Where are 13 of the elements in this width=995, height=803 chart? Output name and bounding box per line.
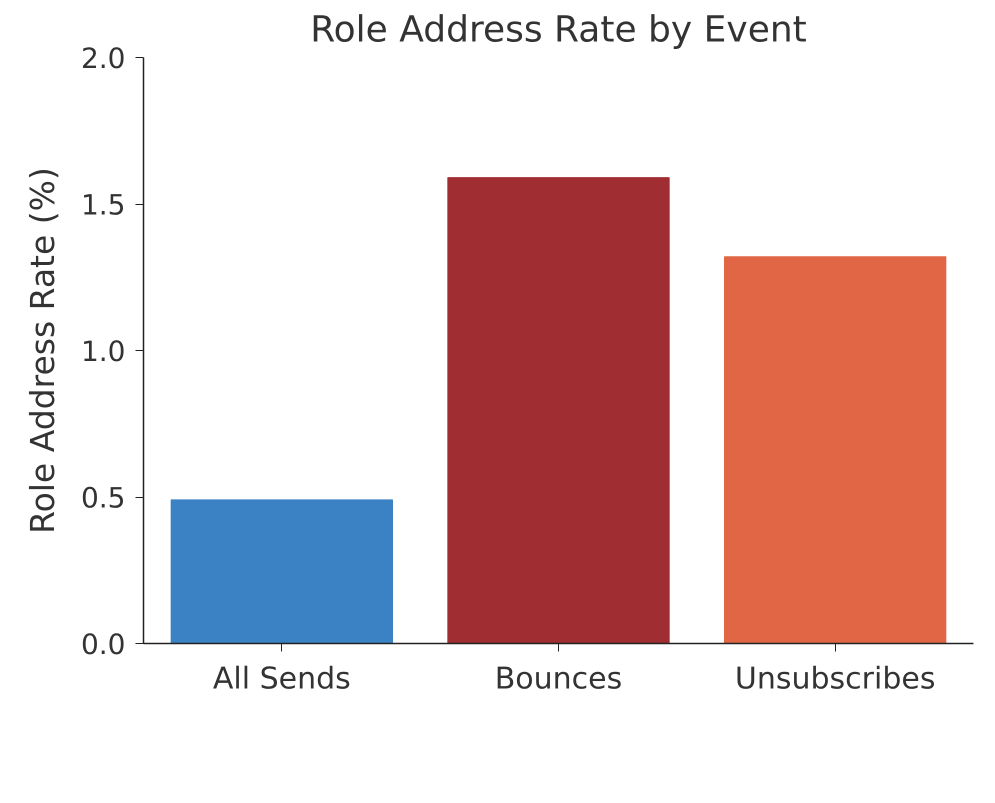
y-tick-label: 1.0 bbox=[80, 335, 126, 368]
bar bbox=[447, 177, 670, 644]
bar bbox=[170, 499, 393, 644]
y-axis-title: Role Address Rate (%) bbox=[22, 167, 62, 534]
x-tick-label: Bounces bbox=[494, 662, 622, 696]
y-tick-label: 0.0 bbox=[80, 628, 126, 661]
y-tick-label: 2.0 bbox=[80, 42, 126, 75]
chart-title: Role Address Rate by Event bbox=[310, 10, 807, 50]
y-tick-label: 1.5 bbox=[80, 188, 126, 222]
x-tick-label: All Sends bbox=[212, 662, 351, 696]
y-tick-label: 0.5 bbox=[80, 482, 126, 514]
bar bbox=[724, 256, 946, 644]
x-tick-label: Unsubscribes bbox=[734, 662, 936, 696]
